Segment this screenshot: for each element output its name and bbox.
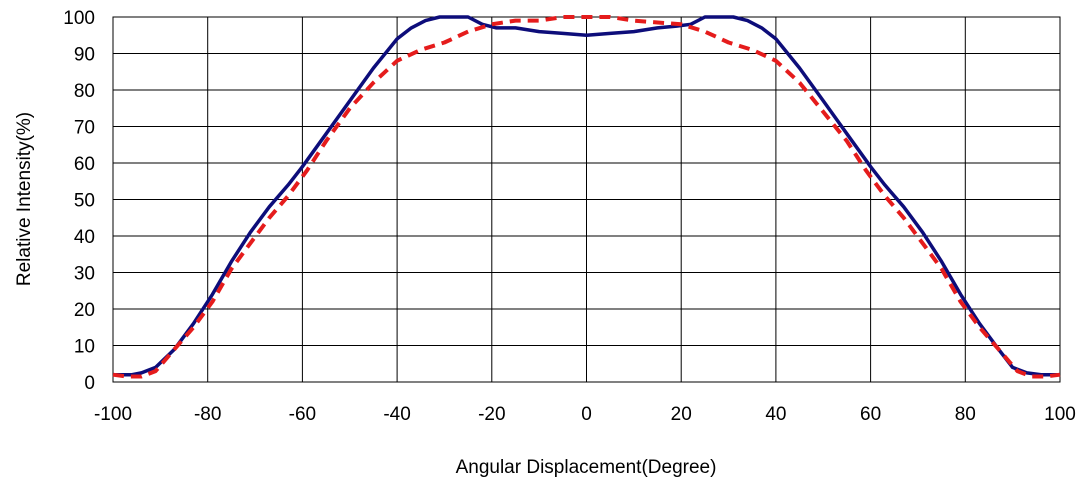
x-axis-ticks: -100 -80 -60 -40 -20 0 20 40 60 80 100 xyxy=(94,404,1076,425)
y-tick-label: 70 xyxy=(74,118,95,139)
x-tick-label: -80 xyxy=(194,404,221,425)
x-tick-label: 100 xyxy=(1044,404,1076,425)
chart-series xyxy=(112,15,1061,379)
x-tick-label: 60 xyxy=(860,404,881,425)
y-tick-label: 90 xyxy=(74,45,95,66)
y-tick-label: 60 xyxy=(74,154,95,175)
x-tick-label: -100 xyxy=(94,404,132,425)
chart-gridlines xyxy=(112,16,1061,383)
y-axis-title: Relative Intensity(%) xyxy=(14,112,35,286)
x-tick-label: -60 xyxy=(289,404,316,425)
x-tick-label: -40 xyxy=(383,404,410,425)
y-tick-label: 10 xyxy=(74,337,95,358)
y-tick-label: 20 xyxy=(74,300,95,321)
x-axis-title: Angular Displacement(Degree) xyxy=(456,457,717,478)
series-line-2 xyxy=(112,15,1061,379)
y-tick-label: 0 xyxy=(84,373,95,394)
x-tick-label: 20 xyxy=(671,404,692,425)
series-line-1 xyxy=(113,15,1060,377)
y-tick-label: 80 xyxy=(74,81,95,102)
x-tick-label: 80 xyxy=(955,404,976,425)
x-tick-label: 40 xyxy=(765,404,786,425)
y-tick-label: 40 xyxy=(74,227,95,248)
x-tick-label: -20 xyxy=(478,404,505,425)
y-tick-label: 50 xyxy=(74,191,95,212)
y-axis-ticks: 0 10 20 30 40 50 60 70 80 90 100 xyxy=(63,8,95,394)
y-tick-label: 100 xyxy=(63,8,95,29)
y-tick-label: 30 xyxy=(74,264,95,285)
x-tick-label: 0 xyxy=(581,404,592,425)
